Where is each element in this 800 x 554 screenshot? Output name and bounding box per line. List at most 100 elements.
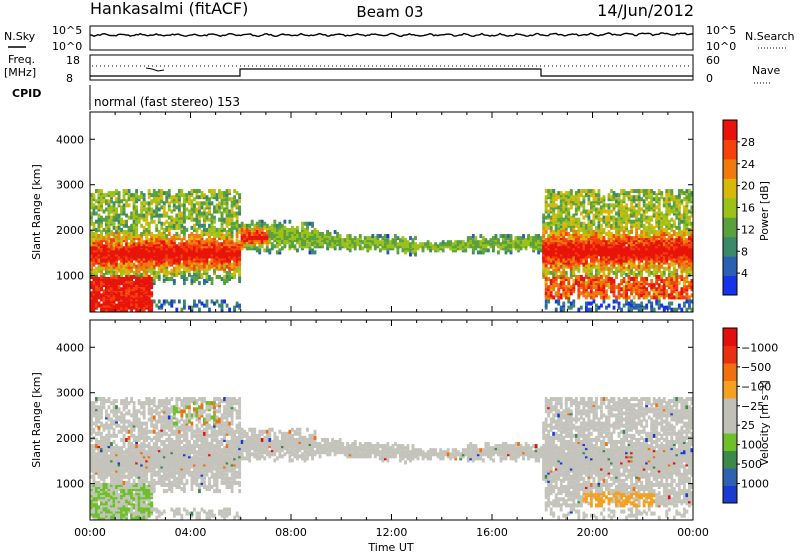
data-cell: [127, 203, 131, 208]
data-cell: [682, 301, 686, 306]
data-cell: [577, 250, 581, 255]
data-cell: [215, 244, 219, 249]
data-cell: [248, 223, 252, 228]
data-cell: [92, 293, 96, 298]
data-cell: [147, 274, 151, 279]
data-cell: [167, 221, 171, 226]
data-cell: [431, 244, 435, 249]
data-cell: [142, 229, 146, 234]
data-cell: [552, 287, 556, 292]
data-cell: [363, 240, 367, 245]
data-cell: [137, 260, 141, 265]
data-cell: [180, 211, 184, 216]
data-cell: [685, 225, 689, 230]
data-cell: [675, 260, 679, 265]
data-cell: [117, 213, 121, 218]
data-cell: [391, 238, 395, 243]
data-cell: [132, 238, 136, 243]
data-cell: [107, 209, 111, 214]
data-cell: [150, 207, 154, 212]
data-cell: [165, 199, 169, 204]
data-cell: [255, 246, 259, 251]
data-cell: [268, 225, 272, 230]
data-cell: [353, 236, 357, 241]
data-cell: [208, 242, 211, 247]
data-cell: [647, 299, 651, 304]
data-cell: [160, 189, 164, 194]
data-cell: [602, 246, 606, 251]
data-cell: [115, 215, 118, 220]
data-cell: [112, 285, 116, 290]
data-cell: [278, 234, 282, 239]
data-cell: [620, 287, 623, 292]
data-cell: [564, 270, 568, 275]
data-cell: [667, 295, 671, 300]
data-cell: [577, 227, 581, 232]
data-cell: [190, 254, 194, 259]
data-cell: [672, 266, 676, 271]
data-cell: [218, 227, 221, 232]
data-cell: [230, 236, 234, 241]
data-cell: [660, 256, 664, 261]
data-cell: [579, 254, 583, 259]
data-cell: [685, 295, 689, 300]
data-cell: [672, 195, 676, 200]
data-cell: [220, 254, 224, 259]
data-cell: [135, 299, 139, 304]
data-cell: [150, 199, 154, 204]
data-cell: [115, 236, 118, 241]
data-cell: [97, 283, 101, 288]
data-cell: [574, 240, 578, 245]
data-cell: [102, 238, 106, 243]
data-cell: [524, 238, 528, 243]
data-cell: [100, 238, 103, 243]
data-cell: [273, 229, 277, 234]
data-cell: [544, 221, 548, 226]
data-cell: [592, 250, 596, 255]
data-cell: [667, 203, 671, 208]
data-cell: [597, 270, 601, 275]
data-cell: [147, 248, 151, 253]
data-cell: [612, 205, 616, 210]
data-cell: [610, 258, 613, 263]
data-cell: [120, 252, 123, 257]
data-cell: [220, 227, 224, 232]
data-cell: [542, 264, 546, 269]
data-cell: [203, 223, 206, 228]
data-cell: [208, 264, 211, 269]
data-cell: [625, 285, 628, 290]
freq-panel: Freq. [MHz] 18 8 60 0 Nave: [4, 53, 780, 85]
data-cell: [195, 303, 199, 308]
data-cell: [645, 305, 649, 310]
data-cell: [607, 252, 611, 257]
data-cell: [431, 246, 435, 251]
data-cell: [135, 211, 139, 216]
data-cell: [142, 248, 146, 253]
data-cell: [625, 238, 628, 243]
data-cell: [554, 274, 558, 279]
data-cell: [115, 287, 118, 292]
data-cell: [627, 264, 631, 269]
data-cell: [579, 223, 583, 228]
data-cell: [610, 248, 613, 253]
data-cell: [215, 262, 219, 267]
data-cell: [155, 252, 159, 257]
data-cell: [195, 244, 199, 249]
data-cell: [517, 240, 520, 245]
data-cell: [562, 221, 566, 226]
data-cell: [617, 248, 621, 253]
data-cell: [562, 193, 566, 198]
data-cell: [589, 262, 593, 267]
data-cell: [610, 266, 613, 271]
data-cell: [572, 195, 576, 200]
data-cell: [112, 232, 116, 236]
data-cell: [215, 248, 219, 253]
data-cell: [303, 244, 307, 249]
data-cell: [584, 283, 588, 288]
data-cell: [587, 281, 591, 286]
data-cell: [142, 274, 146, 279]
data-cell: [572, 272, 576, 277]
data-cell: [92, 246, 96, 251]
data-cell: [122, 209, 126, 214]
data-cell: [675, 277, 679, 281]
